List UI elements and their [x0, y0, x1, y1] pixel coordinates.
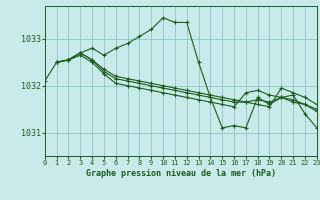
X-axis label: Graphe pression niveau de la mer (hPa): Graphe pression niveau de la mer (hPa) [86, 169, 276, 178]
